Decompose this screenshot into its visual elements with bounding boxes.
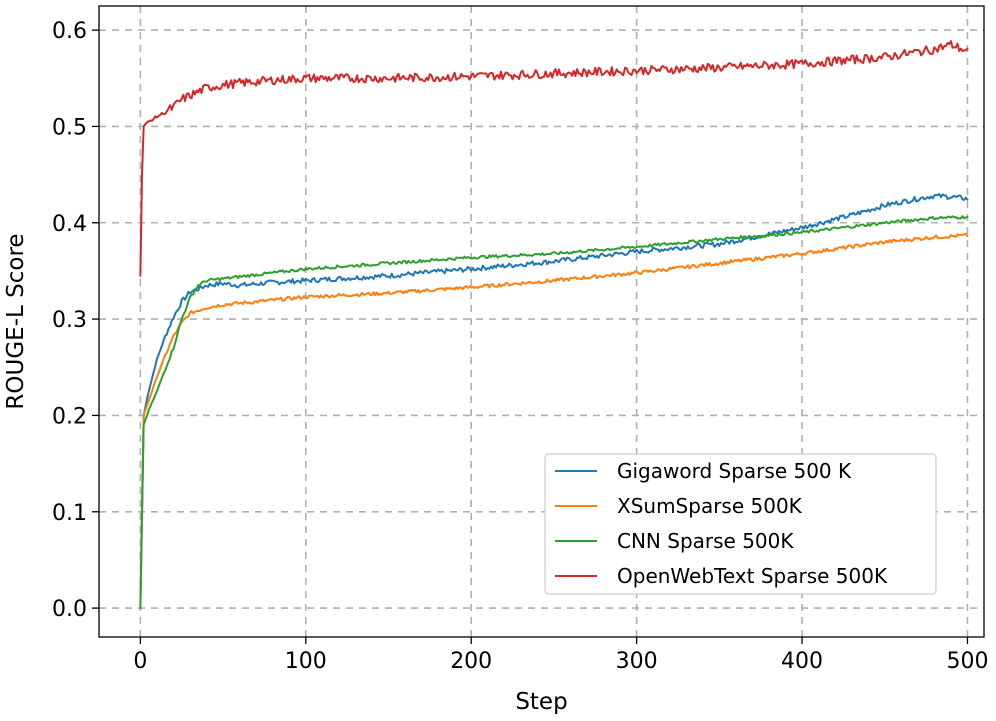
series-lines [139,40,969,610]
legend-label-1: XSumSparse 500K [617,494,803,518]
series-line-2 [139,215,969,610]
series-line-0 [139,192,969,610]
series-line-3 [139,40,969,277]
x-tick-label: 0 [133,649,147,674]
legend-label-0: Gigaword Sparse 500 K [617,459,852,483]
series-line-1 [139,232,969,610]
plot-frame [98,5,985,638]
legend-label-2: CNN Sparse 500K [617,529,794,553]
y-tick-label: 0.2 [52,404,87,429]
y-tick-label: 0.4 [52,212,87,237]
x-tick-label: 500 [946,649,988,674]
grid [99,6,984,637]
x-axis-label: Step [515,689,567,715]
x-tick-label: 200 [450,649,492,674]
legend-label-3: OpenWebText Sparse 500K [617,564,888,588]
y-tick-label: 0.3 [52,308,87,333]
y-tick-label: 0.1 [52,501,87,526]
legend-box [544,453,937,595]
x-tick-label: 100 [285,649,327,674]
y-tick-label: 0.0 [52,597,87,622]
axis-ticks: 0 100 200 300 400 500 0.0 0.1 0.2 0.3 0.4 0.5 0.6 [52,19,988,674]
y-tick-label: 0.6 [52,19,87,44]
y-axis-label: ROUGE-L Score [3,233,29,409]
y-tick-label: 0.5 [52,115,87,140]
x-tick-label: 300 [616,649,658,674]
x-tick-label: 400 [781,649,823,674]
legend: Gigaword Sparse 500 K XSumSparse 500K CNN … [544,453,937,595]
